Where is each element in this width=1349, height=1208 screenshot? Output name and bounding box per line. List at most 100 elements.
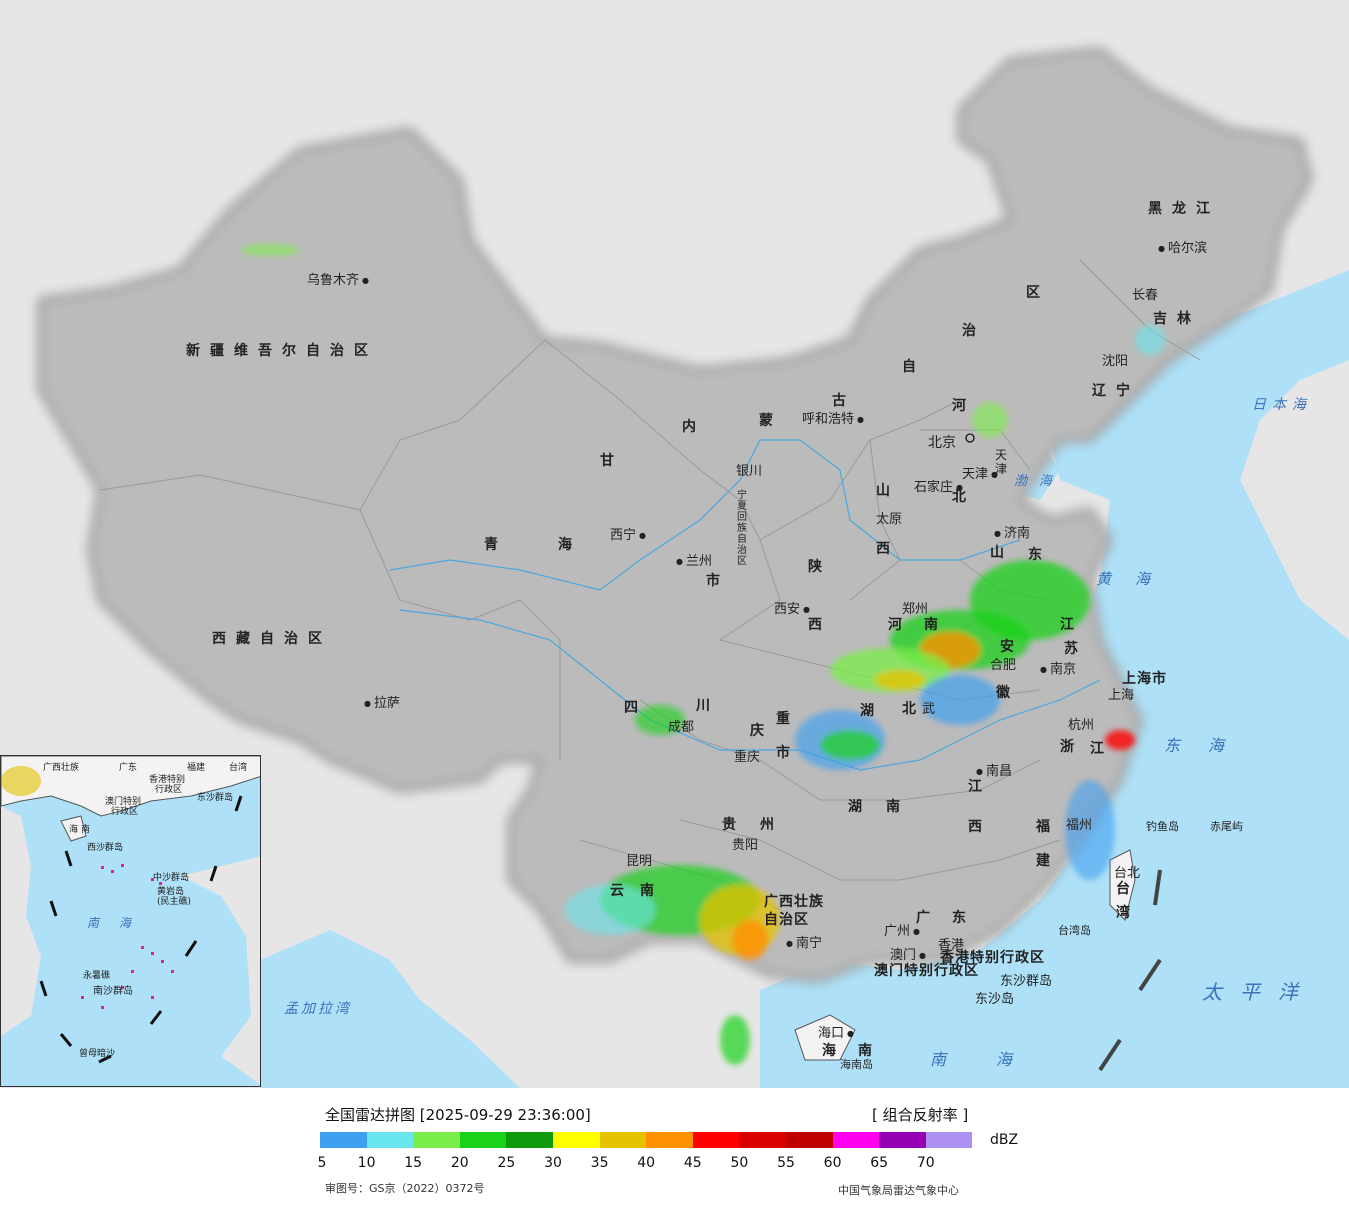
province-yunnan-2: 南: [640, 883, 664, 899]
province-gansu: 甘: [600, 453, 624, 469]
province-hainan-2: 南: [858, 1043, 882, 1059]
city-shenyang: 沈阳: [1102, 354, 1129, 369]
city-macau: 澳门: [890, 944, 926, 963]
province-hebei-1: 河: [952, 398, 976, 414]
legend-tick-15: 15: [404, 1155, 423, 1171]
sea-taipingyang: 太平洋: [1202, 980, 1316, 1004]
color-scale: [320, 1132, 973, 1148]
city-taiyuan: 太原: [876, 512, 903, 527]
province-hubei-2: 北: [902, 701, 926, 717]
radar-map: 新疆维吾尔自治区 西藏自治区 青海 甘 市 内 蒙 古 自 治 区 黑龙江 吉林…: [0, 0, 1349, 1088]
province-neimeng-1: 内: [682, 419, 706, 435]
city-wuhan: 武: [922, 702, 936, 717]
province-sichuan-1: 四: [624, 700, 648, 716]
inset-dongsha: 东沙群岛: [197, 793, 234, 803]
province-xizang: 西藏自治区: [212, 631, 332, 647]
taiwan-island: [1109, 849, 1136, 921]
label-dongsha-island: 东沙岛: [975, 992, 1015, 1007]
province-henan-1: 河: [888, 617, 912, 633]
province-neimeng-4: 自: [902, 359, 926, 375]
sea-nanhai: 南海: [930, 1050, 1063, 1069]
city-chongqing: 重庆: [734, 750, 761, 765]
province-jiangxi-1: 江: [968, 779, 992, 795]
legend-swatch-45: [692, 1132, 740, 1148]
legend-swatch-5: [320, 1132, 367, 1148]
city-beijing: 北京: [928, 435, 956, 451]
city-urumqi: 乌鲁木齐: [307, 269, 369, 288]
province-neimeng-3: 古: [832, 393, 856, 409]
province-guangdong-2: 东: [952, 910, 976, 926]
legend-swatch-50: [739, 1132, 786, 1148]
city-chengdu: 成都: [668, 720, 695, 735]
sea-huanghai: 黄海: [1096, 570, 1175, 588]
inset-nine-dash: [39, 795, 243, 1064]
legend-tick-60: 60: [823, 1155, 842, 1171]
city-nanjing: 南京: [1040, 658, 1076, 677]
province-chongqing-2: 庆: [750, 723, 774, 739]
legend-tick-20: 20: [450, 1155, 469, 1171]
unit-label: dBZ: [990, 1132, 1019, 1148]
legend-swatch-15: [413, 1132, 460, 1148]
province-shandong-1: 山: [990, 545, 1014, 561]
city-hangzhou: 杭州: [1068, 718, 1095, 733]
city-nanning: 南宁: [786, 932, 822, 951]
inset-philippines: [181, 856, 260, 1085]
city-haikou: 海口: [818, 1022, 854, 1041]
province-qinghai: 青海: [484, 537, 632, 553]
province-guangxi-2: 自治区: [764, 912, 809, 928]
inset-xisha: 西沙群岛: [87, 843, 124, 853]
inset-canvas: [1, 756, 260, 1085]
city-kunming: 昆明: [626, 854, 653, 869]
city-zhengzhou: 郑州: [902, 602, 929, 617]
inset-macau: 澳门特别: [105, 797, 142, 807]
inset-hainan-1: 海: [69, 825, 79, 835]
province-yunnan-1: 云: [610, 883, 634, 899]
city-fuzhou: 福州: [1066, 818, 1093, 833]
approval-number: 审图号：GS京（2022）0372号: [325, 1182, 485, 1195]
legend-swatch-70: [925, 1132, 973, 1148]
inset-hainan-2: 南: [81, 825, 91, 835]
label-hainan-island: 海南岛: [840, 1058, 873, 1071]
inset-hk-2: 行政区: [155, 785, 183, 795]
city-lanzhou: 兰州: [676, 550, 712, 569]
sea-donghai: 东海: [1164, 736, 1253, 755]
product-type: [ 组合反射率 ]: [872, 1106, 969, 1124]
legend-footer: 全国雷达拼图 [2025-09-29 23:36:00] [ 组合反射率 ] d…: [0, 1088, 1349, 1208]
radar-echoes: [240, 244, 1165, 1065]
inset-fujian: 福建: [187, 763, 206, 773]
city-yinchuan: 银川: [736, 464, 763, 479]
inset-guangdong: 广东: [119, 763, 138, 773]
sea-bohai: 渤海: [1014, 474, 1065, 489]
province-hubei-1: 湖: [860, 703, 884, 719]
province-anhui-2: 徽: [996, 685, 1020, 701]
province-fujian-1: 福: [1036, 819, 1060, 835]
province-taiwan-1: 台: [1116, 881, 1140, 897]
province-shandong-2: 东: [1028, 547, 1052, 563]
label-dongsha-islands: 东沙群岛: [1000, 974, 1053, 989]
legend-tick-55: 55: [777, 1155, 795, 1171]
legend-swatch-60: [832, 1132, 880, 1148]
legend-tick-40: 40: [637, 1155, 656, 1171]
nine-dash-segments: [1098, 869, 1162, 1072]
legend-swatch-40: [646, 1132, 693, 1148]
legend-swatch-25: [506, 1132, 553, 1148]
label-diaoyu: 钓鱼岛: [1146, 820, 1179, 833]
inset-nansha: 南沙群岛: [93, 986, 133, 997]
province-shanxi-1: 山: [876, 483, 900, 499]
province-zhejiang-2: 江: [1090, 741, 1114, 757]
province-hunan-1: 湖: [848, 799, 872, 815]
province-shaanxi-2: 西: [808, 617, 832, 633]
legend-swatch-10: [366, 1132, 414, 1148]
legend-swatch-65: [879, 1132, 926, 1148]
city-harbin: 哈尔滨: [1158, 237, 1207, 256]
province-liaoning: 辽宁: [1092, 383, 1140, 399]
inset-echo: [1, 766, 41, 796]
inset-nanhai: 南海: [87, 916, 152, 930]
inset-yongshu: 永暑礁: [83, 971, 111, 981]
city-shanghai: 上海: [1108, 688, 1135, 703]
legend-tick-50: 50: [730, 1155, 749, 1171]
legend-tick-25: 25: [497, 1155, 516, 1171]
beijing-marker: [965, 433, 975, 443]
province-jiangsu-1: 江: [1060, 617, 1084, 633]
inset-huangyan-2: (民主礁): [157, 897, 192, 907]
